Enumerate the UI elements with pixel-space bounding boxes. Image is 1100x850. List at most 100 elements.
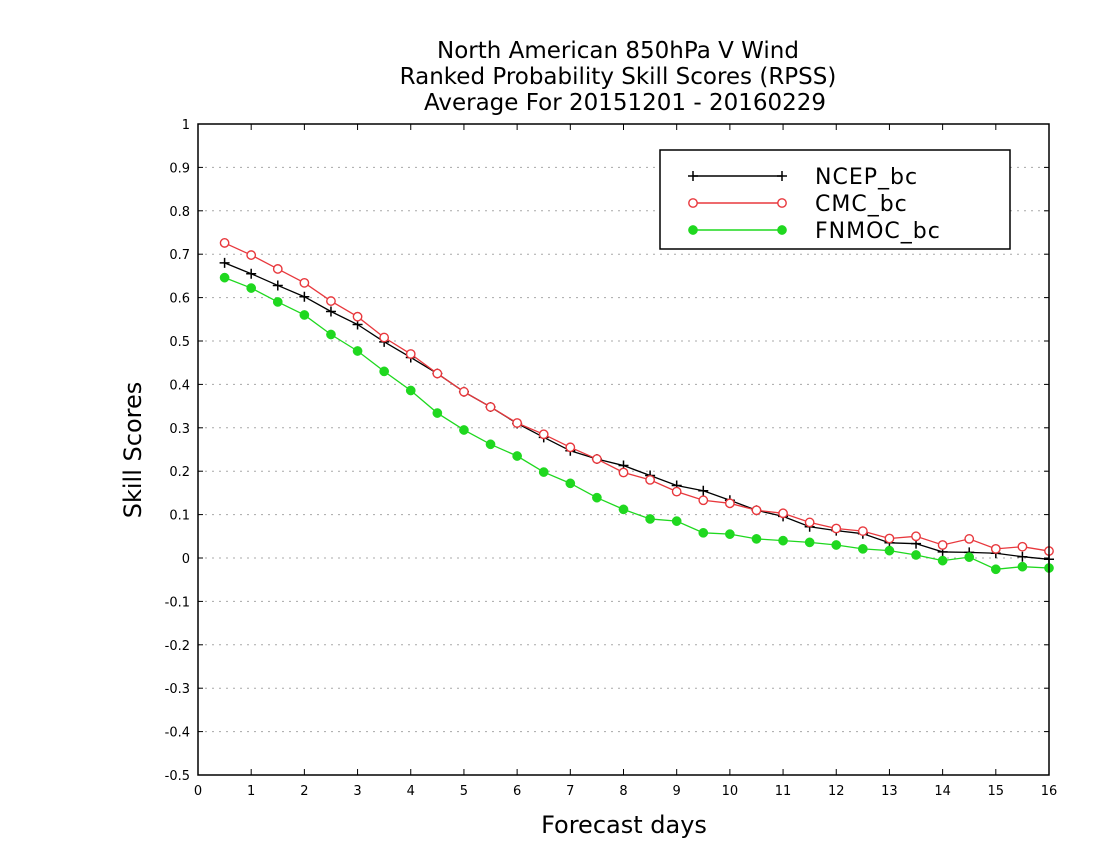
x-tick-label: 9 — [673, 784, 681, 799]
title-line-3: Average For 20151201 - 20160229 — [424, 90, 826, 116]
data-point — [326, 296, 336, 306]
data-point — [565, 478, 576, 489]
data-point — [219, 272, 230, 283]
data-point — [618, 467, 629, 478]
series-NCEP_bc — [219, 257, 1054, 565]
data-point — [645, 474, 655, 485]
x-tick-label: 16 — [1041, 784, 1058, 799]
data-point — [485, 439, 496, 450]
data-point — [592, 492, 602, 503]
data-point — [964, 552, 975, 562]
data-point — [698, 527, 709, 538]
y-tick-label: -0.4 — [165, 726, 190, 741]
x-tick-label: 5 — [460, 784, 468, 799]
data-point — [725, 529, 735, 539]
x-tick-label: 13 — [881, 784, 898, 799]
y-tick-label: 0.7 — [169, 248, 190, 263]
legend-marker — [777, 225, 787, 235]
data-point — [1017, 561, 1028, 572]
y-tick-label: 0.9 — [169, 161, 190, 176]
data-point — [884, 533, 895, 544]
data-point — [857, 526, 868, 536]
data-point — [618, 504, 629, 515]
legend-entry: NCEP_bc — [688, 165, 918, 190]
y-tick-label: -0.1 — [165, 595, 190, 610]
series-CMC_bc — [219, 238, 1054, 556]
data-point — [724, 498, 735, 509]
data-point — [459, 386, 469, 397]
data-point — [804, 537, 815, 548]
y-tick-label: -0.5 — [165, 769, 190, 784]
legend-marker — [688, 198, 698, 208]
series-FNMOC_bc — [219, 272, 1054, 575]
data-point — [645, 514, 655, 524]
data-point — [778, 535, 788, 546]
data-point — [325, 306, 336, 317]
legend-marker — [777, 198, 787, 208]
data-point — [246, 250, 257, 260]
data-point — [299, 291, 310, 302]
y-tick-label: -0.3 — [165, 682, 190, 697]
y-axis-label: Skill Scores — [119, 382, 147, 519]
x-tick-label: 7 — [566, 784, 574, 799]
x-tick-label: 1 — [247, 784, 255, 799]
data-point — [698, 485, 709, 496]
legend-box — [659, 149, 1011, 250]
data-point — [405, 385, 416, 396]
data-point — [432, 408, 443, 418]
y-tick-label: 0 — [182, 552, 190, 567]
legend-marker — [688, 225, 698, 235]
data-point — [352, 346, 363, 356]
legend-marker — [777, 171, 787, 181]
data-point — [272, 264, 283, 274]
y-tick-label: 0.3 — [169, 422, 190, 437]
data-point — [751, 534, 762, 544]
x-tick-label: 12 — [828, 784, 845, 799]
legend-entry: FNMOC_bc — [688, 219, 940, 244]
data-point — [831, 540, 842, 550]
axis-ticks: 1 0.9 0.8 0.7 0.6 0.5 0.4 0.3 0.2 0.1 0 -0.1 -0.2 -0.… — [165, 118, 1058, 799]
y-tick-label: 0.4 — [169, 378, 190, 393]
data-point — [751, 505, 762, 516]
legend-entry: CMC_bc — [688, 192, 908, 217]
data-point — [512, 418, 523, 428]
data-point — [671, 486, 682, 497]
data-point — [911, 550, 921, 560]
data-point — [272, 297, 283, 307]
x-tick-label: 6 — [513, 784, 521, 799]
data-point — [485, 402, 496, 412]
data-point — [698, 495, 709, 506]
x-axis-label: Forecast days — [541, 811, 707, 839]
legend-label: NCEP_bc — [815, 165, 918, 190]
data-point — [326, 329, 336, 340]
y-tick-label: 0.6 — [169, 292, 190, 307]
data-point — [246, 283, 257, 293]
legend-label: FNMOC_bc — [815, 219, 941, 244]
title-line-1: North American 850hPa V Wind — [437, 38, 799, 64]
data-point — [246, 268, 257, 279]
legend-label: CMC_bc — [815, 192, 908, 217]
data-point — [1017, 541, 1028, 552]
data-point — [405, 349, 416, 359]
x-tick-label: 14 — [934, 784, 951, 799]
chart-title: North American 850hPa V Wind Ranked Prob… — [400, 38, 837, 116]
x-tick-label: 11 — [775, 784, 792, 799]
data-point — [379, 332, 390, 343]
data-point — [964, 534, 975, 544]
x-tick-label: 10 — [722, 784, 739, 799]
series-line — [224, 242, 1050, 552]
y-tick-label: -0.2 — [165, 639, 190, 654]
data-point — [299, 310, 310, 320]
y-tick-label: 0.2 — [169, 465, 190, 480]
data-point — [352, 311, 363, 322]
data-point — [565, 442, 576, 453]
data-point — [671, 516, 682, 526]
title-line-2: Ranked Probability Skill Scores (RPSS) — [400, 64, 837, 90]
data-point — [538, 429, 549, 440]
legend-marker — [688, 171, 698, 181]
data-point — [219, 257, 230, 268]
x-tick-label: 2 — [300, 784, 308, 799]
x-tick-label: 3 — [353, 784, 361, 799]
